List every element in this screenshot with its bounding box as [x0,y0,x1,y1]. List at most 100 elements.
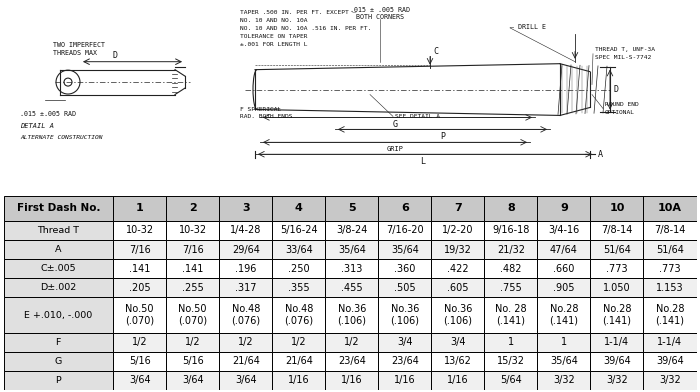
Text: 35/64: 35/64 [550,356,578,367]
Text: 33/64: 33/64 [285,245,313,254]
Bar [484,221,538,240]
Text: 9/16-18: 9/16-18 [492,225,530,236]
Text: .317: .317 [235,283,256,293]
Text: 10: 10 [609,203,624,213]
Bar [378,240,431,259]
Bar [272,221,326,240]
Text: G: G [55,357,62,366]
Text: NO. 10 AND NO. 10A: NO. 10 AND NO. 10A [240,18,307,24]
Text: 21/64: 21/64 [285,356,313,367]
Text: .773: .773 [659,264,681,274]
Text: .773: .773 [606,264,628,274]
Text: 3/4-16: 3/4-16 [548,225,580,236]
Bar [643,278,696,297]
Text: TAPER .500 IN. PER FT. EXCEPT —: TAPER .500 IN. PER FT. EXCEPT — [240,11,356,15]
Text: 39/64: 39/64 [656,356,684,367]
Text: 10A: 10A [658,203,682,213]
Bar [590,240,643,259]
Text: 1/16: 1/16 [288,376,309,385]
Text: 9: 9 [560,203,568,213]
Text: 1.153: 1.153 [656,283,684,293]
Text: 35/64: 35/64 [338,245,365,254]
Text: 1: 1 [561,337,567,347]
Text: — DRILL E: — DRILL E [510,24,546,30]
Text: SPEC MIL-S-7742: SPEC MIL-S-7742 [595,55,651,60]
Bar [4,371,113,390]
Text: GRIP: GRIP [386,146,403,152]
Text: 1/16: 1/16 [447,376,469,385]
Text: 7/8-14: 7/8-14 [601,225,633,236]
Text: 35/64: 35/64 [391,245,419,254]
Bar [219,297,272,333]
Text: 3: 3 [242,203,249,213]
Bar [431,259,484,278]
Bar [4,240,113,259]
Text: 23/64: 23/64 [338,356,365,367]
Bar [643,240,696,259]
Text: 39/64: 39/64 [603,356,631,367]
Text: 3/64: 3/64 [182,376,204,385]
Text: F: F [55,338,61,347]
Text: 1-1/4: 1-1/4 [657,337,682,347]
Text: BOTH CORNERS: BOTH CORNERS [356,14,404,20]
Bar [326,278,378,297]
Bar [590,196,643,221]
Text: .313: .313 [341,264,363,274]
Text: .141: .141 [182,264,203,274]
Text: 3/64: 3/64 [235,376,256,385]
Text: D: D [113,51,118,60]
Text: 4: 4 [295,203,302,213]
Text: 1.050: 1.050 [603,283,631,293]
Bar [643,221,696,240]
Text: TOLERANCE ON TAPER: TOLERANCE ON TAPER [240,34,307,39]
Text: .905: .905 [553,283,575,293]
Text: 1/2: 1/2 [238,337,253,347]
Text: 29/64: 29/64 [232,245,260,254]
Bar [484,333,538,352]
Bar [113,352,166,371]
Bar [219,221,272,240]
Bar [272,371,326,390]
Bar [378,371,431,390]
Text: 3/8-24: 3/8-24 [336,225,368,236]
Bar [538,196,590,221]
Bar [326,371,378,390]
Bar [166,352,219,371]
Text: .660: .660 [553,264,575,274]
Text: 5/64: 5/64 [500,376,522,385]
Bar [4,297,113,333]
Bar [166,333,219,352]
Bar [484,297,538,333]
Bar [272,259,326,278]
Bar [113,371,166,390]
Text: THREAD T, UNF-3A: THREAD T, UNF-3A [595,47,655,52]
Text: No.48
(.076): No.48 (.076) [231,304,260,326]
Text: No.36
(.106): No.36 (.106) [443,304,473,326]
Text: 3/4: 3/4 [397,337,412,347]
Bar [484,352,538,371]
Text: .355: .355 [288,283,309,293]
Bar [378,297,431,333]
Bar [113,333,166,352]
Bar [643,297,696,333]
Bar [326,221,378,240]
Text: A: A [598,150,603,159]
Bar [166,371,219,390]
Text: G: G [393,120,398,129]
Bar [643,371,696,390]
Text: No.50
(.070): No.50 (.070) [178,304,207,326]
Text: 19/32: 19/32 [444,245,472,254]
Text: 1/2: 1/2 [291,337,307,347]
Bar [326,240,378,259]
Text: ALTERNATE CONSTRUCTION: ALTERNATE CONSTRUCTION [20,135,102,140]
Bar [431,196,484,221]
Bar [590,297,643,333]
Bar [590,221,643,240]
Text: 21/64: 21/64 [232,356,260,367]
Text: No.28
(.141): No.28 (.141) [550,304,578,326]
Bar [272,297,326,333]
Text: 51/64: 51/64 [603,245,631,254]
Text: .422: .422 [447,264,469,274]
Text: F SPHERICAL: F SPHERICAL [240,107,281,112]
Bar [272,352,326,371]
